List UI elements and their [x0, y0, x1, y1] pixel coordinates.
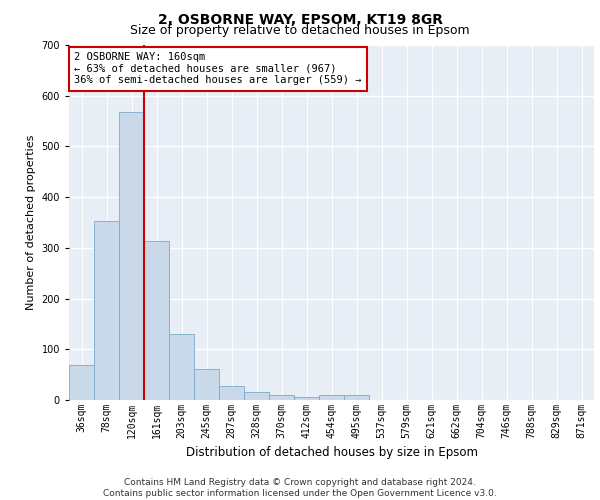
Bar	[69, 364, 94, 400]
Bar	[119, 112, 144, 400]
Bar	[244, 392, 269, 400]
Bar	[94, 222, 119, 400]
Bar	[344, 395, 369, 400]
Bar	[194, 368, 219, 400]
Bar	[319, 395, 344, 400]
Text: 2, OSBORNE WAY, EPSOM, KT19 8GR: 2, OSBORNE WAY, EPSOM, KT19 8GR	[157, 12, 443, 26]
Bar	[269, 396, 294, 400]
Bar	[219, 386, 244, 400]
Bar	[169, 334, 194, 400]
Bar	[144, 242, 169, 400]
Bar	[294, 398, 319, 400]
Text: Size of property relative to detached houses in Epsom: Size of property relative to detached ho…	[130, 24, 470, 37]
X-axis label: Distribution of detached houses by size in Epsom: Distribution of detached houses by size …	[185, 446, 478, 460]
Y-axis label: Number of detached properties: Number of detached properties	[26, 135, 36, 310]
Text: Contains HM Land Registry data © Crown copyright and database right 2024.
Contai: Contains HM Land Registry data © Crown c…	[103, 478, 497, 498]
Text: 2 OSBORNE WAY: 160sqm
← 63% of detached houses are smaller (967)
36% of semi-det: 2 OSBORNE WAY: 160sqm ← 63% of detached …	[74, 52, 362, 86]
